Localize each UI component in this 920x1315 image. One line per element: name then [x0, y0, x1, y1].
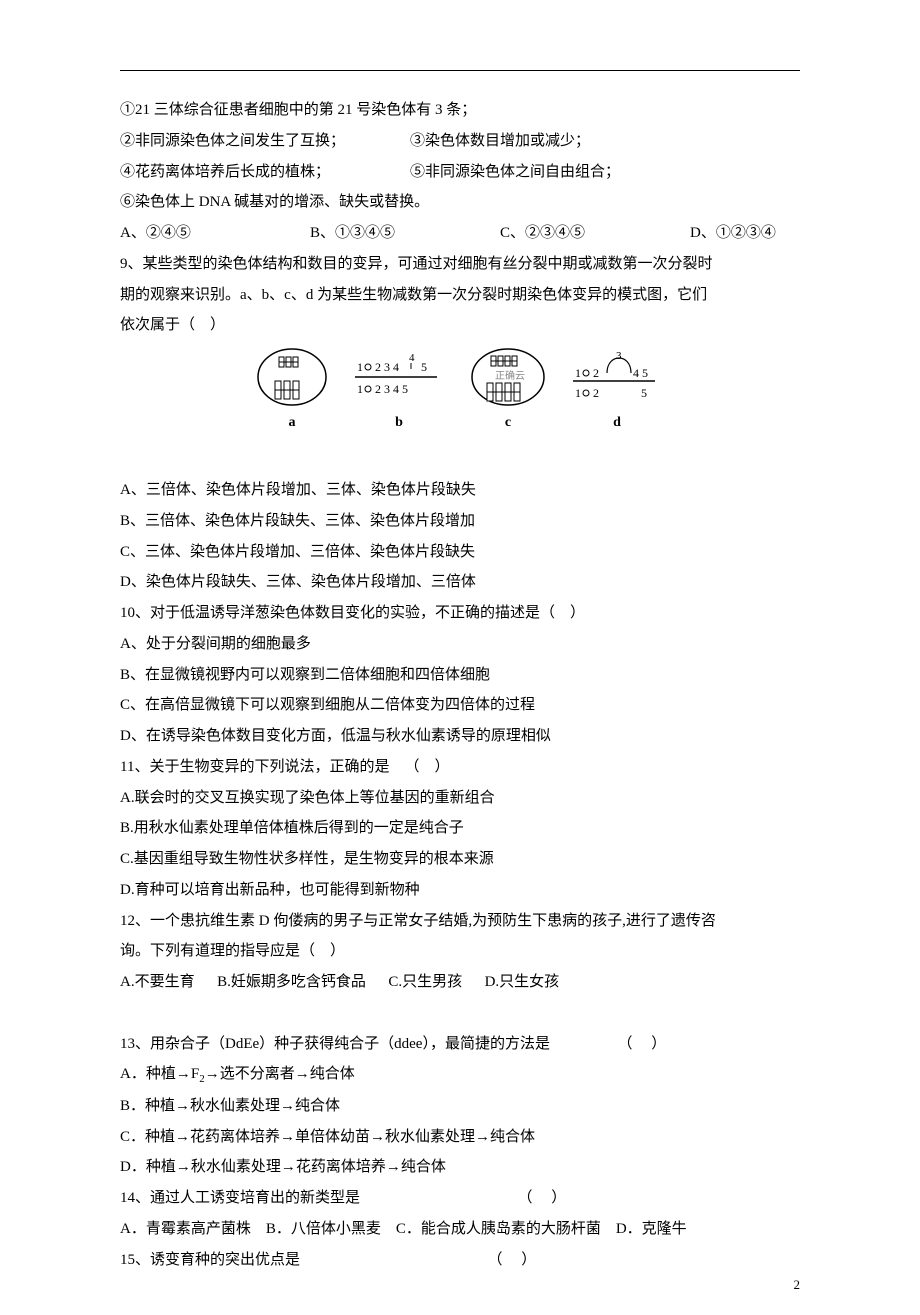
svg-text:5: 5 [641, 386, 647, 400]
q9-figure: a 1 2 3 4 4 5 1 2 3 4 5 b [120, 347, 800, 431]
page-number: 2 [794, 1277, 801, 1293]
text-segment: ②非同源染色体之间发生了互换； [120, 126, 410, 157]
svg-text:2 3 4 5: 2 3 4 5 [375, 382, 408, 396]
text-segment: ⑤非同源染色体之间自由组合； [410, 164, 620, 180]
q10-stem: 10、对于低温诱导洋葱染色体数目变化的实验，不正确的描述是（ ） [120, 598, 800, 629]
q11-option: A.联会时的交叉互换实现了染色体上等位基因的重新组合 [120, 783, 800, 814]
segment-diagram-icon: 1 2 3 4 5 1 2 5 [569, 347, 665, 411]
option-d: D、①②③④ [690, 218, 776, 249]
watermark-text: 正确云 [495, 369, 525, 382]
q10-option: C、在高倍显微镜下可以观察到细胞从二倍体变为四倍体的过程 [120, 690, 800, 721]
figure-panel-d: 1 2 3 4 5 1 2 5 d [569, 347, 665, 431]
svg-text:5: 5 [421, 360, 427, 374]
svg-text:1: 1 [575, 366, 581, 380]
q13-option: C．种植→花药离体培养→单倍体幼苗→秋水仙素处理→纯合体 [120, 1122, 800, 1153]
q11-option: D.育种可以培育出新品种，也可能得到新物种 [120, 875, 800, 906]
panel-label: a [289, 415, 296, 431]
q11-option: C.基因重组导致生物性状多样性，是生物变异的根本来源 [120, 844, 800, 875]
q13-option: B．种植→秋水仙素处理→纯合体 [120, 1091, 800, 1122]
figure-panel-b: 1 2 3 4 4 5 1 2 3 4 5 b [351, 347, 447, 431]
document-page: ①21 三体综合征患者细胞中的第 21 号染色体有 3 条； ②非同源染色体之间… [0, 0, 920, 1315]
svg-text:4 5: 4 5 [633, 366, 648, 380]
q11-option: B.用秋水仙素处理单倍体植株后得到的一定是纯合子 [120, 813, 800, 844]
figure-panel-c: 正确云 c [469, 347, 547, 431]
top-horizontal-rule [120, 70, 800, 71]
option-c: C、②③④⑤ [500, 218, 690, 249]
q14-options: A．青霉素高产菌株 B．八倍体小黑麦 C．能合成人胰岛素的大肠杆菌 D．克隆牛 [120, 1214, 800, 1245]
spacer [120, 998, 800, 1029]
option-a: A、②④⑤ [120, 218, 310, 249]
text-segment: →选不分离者→纯合体 [205, 1066, 355, 1082]
svg-text:2: 2 [593, 366, 599, 380]
q14-stem: 14、通过人工诱变培育出的新类型是 （ ） [120, 1183, 800, 1214]
segment-diagram-icon: 1 2 3 4 4 5 1 2 3 4 5 [351, 347, 447, 411]
q12-stem-line: 询。下列有道理的指导应是（ ） [120, 936, 800, 967]
text-line: ⑥染色体上 DNA 碱基对的增添、缺失或替换。 [120, 187, 800, 218]
option-b: B、①③④⑤ [310, 218, 500, 249]
q13-option: A．种植→F2→选不分离者→纯合体 [120, 1059, 800, 1091]
text-line: ①21 三体综合征患者细胞中的第 21 号染色体有 3 条； [120, 95, 800, 126]
svg-text:2 3 4: 2 3 4 [375, 360, 399, 374]
q9-option: D、染色体片段缺失、三体、染色体片段增加、三倍体 [120, 567, 800, 598]
text-segment: ③染色体数目增加或减少； [410, 133, 590, 149]
svg-text:2: 2 [593, 386, 599, 400]
q10-option: D、在诱导染色体数目变化方面，低温与秋水仙素诱导的原理相似 [120, 721, 800, 752]
q13-stem: 13、用杂合子（DdEe）种子获得纯合子（ddee），最简捷的方法是 （ ） [120, 1029, 800, 1060]
panel-label: d [613, 415, 621, 431]
text-line: ②非同源染色体之间发生了互换；③染色体数目增加或减少； [120, 126, 800, 157]
cell-diagram-icon [255, 347, 329, 411]
q10-option: A、处于分裂间期的细胞最多 [120, 629, 800, 660]
q8-options: A、②④⑤ B、①③④⑤ C、②③④⑤ D、①②③④ [120, 218, 800, 249]
panel-label: b [395, 415, 403, 431]
q9-option: B、三倍体、染色体片段缺失、三体、染色体片段增加 [120, 506, 800, 537]
q12-stem-line: 12、一个患抗维生素 D 佝偻病的男子与正常女子结婚,为预防生下患病的孩子,进行… [120, 906, 800, 937]
segment-top: 1 [357, 360, 363, 374]
q9-stem-line: 依次属于（ ） [120, 310, 800, 341]
panel-label: c [505, 415, 511, 431]
text-segment: ④花药离体培养后长成的植株； [120, 157, 410, 188]
figure-panel-a: a [255, 347, 329, 431]
q10-option: B、在显微镜视野内可以观察到二倍体细胞和四倍体细胞 [120, 660, 800, 691]
svg-text:3: 3 [616, 350, 622, 362]
q11-stem: 11、关于生物变异的下列说法，正确的是 （ ） [120, 752, 800, 783]
q15-stem: 15、诱变育种的突出优点是 （ ） [120, 1245, 800, 1276]
svg-text:4: 4 [409, 352, 415, 364]
q12-options: A.不要生育 B.妊娠期多吃含钙食品 C.只生男孩 D.只生女孩 [120, 967, 800, 998]
text-segment: A．种植→F [120, 1066, 199, 1082]
q9-option: C、三体、染色体片段增加、三倍体、染色体片段缺失 [120, 537, 800, 568]
q9-stem-line: 9、某些类型的染色体结构和数目的变异，可通过对细胞有丝分裂中期或减数第一次分裂时 [120, 249, 800, 280]
q13-option: D．种植→秋水仙素处理→花药离体培养→纯合体 [120, 1152, 800, 1183]
cell-diagram-icon: 正确云 [469, 347, 547, 411]
svg-text:1: 1 [357, 382, 363, 396]
svg-text:1: 1 [575, 386, 581, 400]
text-line: ④花药离体培养后长成的植株；⑤非同源染色体之间自由组合； [120, 157, 800, 188]
q9-stem-line: 期的观察来识别。a、b、c、d 为某些生物减数第一次分裂时期染色体变异的模式图，… [120, 280, 800, 311]
q9-option: A、三倍体、染色体片段增加、三体、染色体片段缺失 [120, 475, 800, 506]
